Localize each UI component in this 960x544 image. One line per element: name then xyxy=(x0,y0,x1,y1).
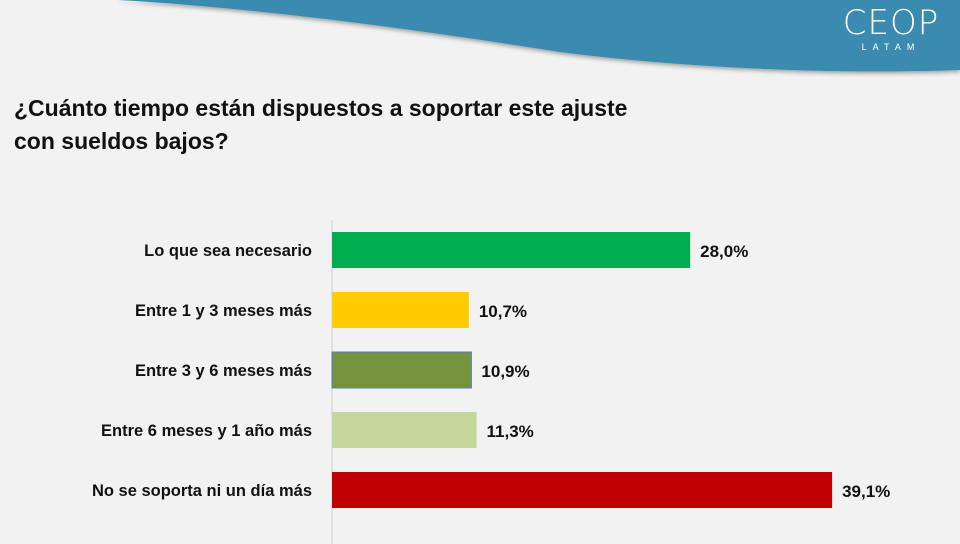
bar xyxy=(332,412,477,448)
value-label: 10,9% xyxy=(481,362,529,381)
value-label: 11,3% xyxy=(487,422,534,441)
value-label: 10,7% xyxy=(479,302,527,321)
category-label: Entre 3 y 6 meses más xyxy=(135,362,312,380)
bar xyxy=(331,351,472,389)
title-line-2: con sueldos bajos? xyxy=(14,128,229,154)
page-title: ¿Cuánto tiempo están dispuestos a soport… xyxy=(14,92,774,158)
bar xyxy=(332,232,691,268)
category-label: Lo que sea necesario xyxy=(144,242,312,260)
bar xyxy=(332,292,469,328)
category-label: Entre 1 y 3 meses más xyxy=(135,302,312,320)
header-wave xyxy=(118,0,960,72)
ceop-logo: CEOP LATAM xyxy=(836,4,946,52)
logo-text: CEOP xyxy=(842,3,940,43)
category-label: Entre 6 meses y 1 año más xyxy=(101,422,312,440)
value-label: 28,0% xyxy=(700,242,748,261)
value-label: 39,1% xyxy=(842,482,890,501)
bar xyxy=(332,472,833,508)
logo-subtext: LATAM xyxy=(861,42,921,52)
category-label: No se soporta ni un día más xyxy=(92,482,312,500)
title-line-1: ¿Cuánto tiempo están dispuestos a soport… xyxy=(14,95,628,121)
